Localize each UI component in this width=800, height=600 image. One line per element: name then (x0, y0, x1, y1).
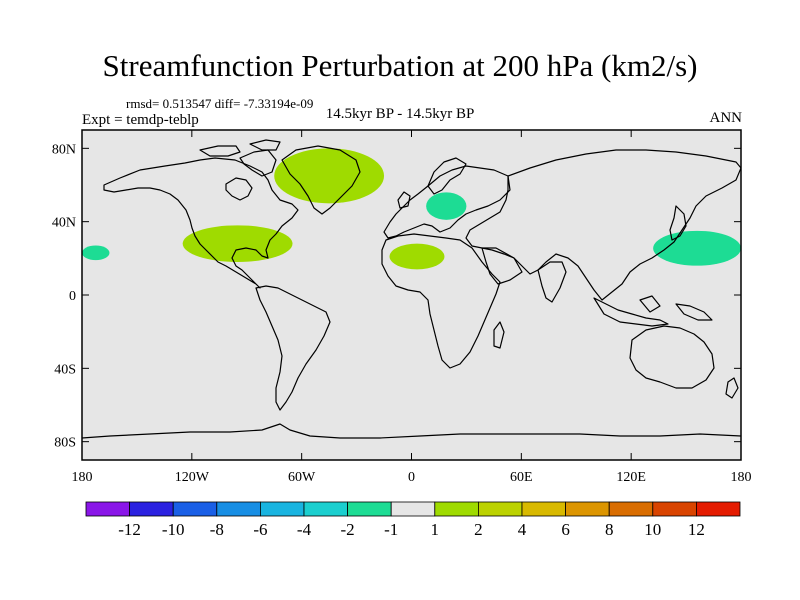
coast-australia (629, 325, 715, 389)
period-label: 14.5kyr BP - 14.5kyr BP (325, 106, 475, 122)
coast-madagascar (493, 321, 505, 349)
lon-tick-label: 60W (288, 470, 316, 485)
colorbar-label: -6 (253, 520, 267, 539)
coast-asia (465, 149, 741, 301)
map-background (82, 130, 741, 460)
colorbar-swatch (172, 501, 218, 517)
colorbar-label: 8 (605, 520, 614, 539)
colorbar-label: 4 (518, 520, 527, 539)
coast-africa (381, 233, 501, 369)
lon-tick-label: 180 (731, 470, 752, 485)
anomaly-patch-north-america-gulf (182, 225, 293, 262)
colorbar-swatch (477, 501, 523, 517)
colorbar-label: -8 (210, 520, 224, 539)
coast-new-zealand (725, 377, 739, 399)
colorbar-swatch (129, 501, 174, 517)
colorbar-label: -4 (297, 520, 312, 539)
lon-tick-label: 180 (72, 470, 93, 485)
colorbar-swatch (303, 501, 348, 517)
coast-arctic-islands (199, 139, 281, 157)
colorbar-swatch (434, 501, 479, 517)
colorbar-swatch (608, 501, 654, 517)
anomaly-patch-dateline-pacific-east (82, 245, 110, 261)
colorbar-swatch (390, 501, 436, 517)
lon-tick-label: 0 (408, 470, 415, 485)
lon-tick-label: 120W (175, 470, 210, 485)
colorbar-swatch (521, 501, 566, 517)
coastlines (82, 139, 741, 439)
colorbar-swatch (347, 501, 392, 517)
lon-tick-label: 120E (616, 470, 646, 485)
anomaly-patch-north-atlantic-greenland (274, 148, 385, 204)
colorbar: -12 -10 -8 -6 -4 -2 -1 1 2 4 6 8 10 12 (85, 501, 741, 539)
coast-south-america (255, 285, 331, 411)
coast-baffin-island (239, 149, 277, 177)
colorbar-label: 12 (688, 520, 705, 539)
colorbar-swatch (216, 501, 261, 517)
experiment-label: Expt = temdp-teblp (82, 112, 199, 128)
colorbar-swatch (565, 501, 610, 517)
colorbar-label: -2 (341, 520, 355, 539)
stats-line: rmsd= 0.513547 diff= -7.33194e-09 (126, 96, 314, 111)
colorbar-label: 10 (644, 520, 661, 539)
anomaly-patch-north-africa (389, 243, 445, 270)
colorbar-swatch (85, 501, 130, 517)
map-axes: 80N 40N 0 40S 80S 180 120W 60W 0 60E 120E 180 (52, 130, 752, 485)
coast-hudson-bay (225, 177, 253, 201)
coast-british-isles (397, 191, 411, 209)
lat-tick-label: 0 (69, 289, 76, 304)
coast-europe (383, 165, 511, 239)
lon-tick-label: 60E (510, 470, 533, 485)
coast-japan (669, 205, 687, 241)
lat-tick-label: 40N (52, 216, 76, 231)
coast-scandinavia (427, 157, 467, 195)
coast-north-america (103, 157, 299, 289)
colorbar-label: 2 (474, 520, 483, 539)
colorbar-label: -1 (384, 520, 398, 539)
lat-tick-label: 80N (52, 142, 76, 157)
coast-arabia (481, 247, 523, 285)
plot-title: Streamfunction Perturbation at 200 hPa (… (102, 48, 698, 83)
coast-indonesia (593, 295, 669, 327)
coast-india (537, 261, 567, 303)
colorbar-swatch (652, 501, 697, 517)
colorbar-swatch (259, 501, 305, 517)
colorbar-label: 1 (431, 520, 440, 539)
anomaly-patch-europe (426, 192, 467, 220)
coast-antarctica (82, 423, 741, 439)
colorbar-label: 6 (561, 520, 570, 539)
anomaly-patches (82, 148, 741, 270)
lat-tick-label: 80S (54, 436, 76, 451)
lat-tick-label: 40S (54, 362, 76, 377)
season-label: ANN (709, 110, 743, 126)
colorbar-label: -10 (162, 520, 185, 539)
coast-new-guinea (675, 303, 713, 321)
colorbar-swatch (696, 501, 741, 517)
colorbar-label: -12 (118, 520, 141, 539)
coast-greenland (281, 145, 361, 215)
